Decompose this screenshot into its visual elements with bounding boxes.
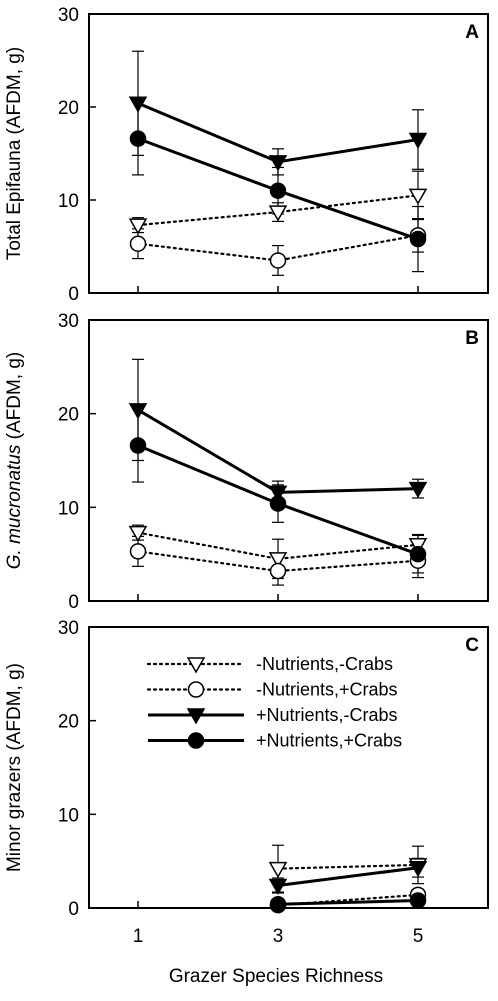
panel-letter: A xyxy=(465,22,479,43)
data-point xyxy=(408,188,428,205)
data-point xyxy=(408,860,428,878)
plot-frame xyxy=(88,13,489,294)
panel-letter: C xyxy=(465,635,479,656)
legend: -Nutrients,-Crabs -Nutrients,+Crabs +Nutri… xyxy=(146,654,402,751)
data-point xyxy=(129,235,147,252)
y-tick-label: 30 xyxy=(58,5,79,26)
series-line xyxy=(277,899,419,906)
data-point xyxy=(268,155,288,172)
legend-label: -Nutrients,-Crabs xyxy=(256,654,393,674)
panel-b: 0 10 20 30 G. mucronatus (AFDM, g) B xyxy=(4,311,489,613)
x-tick-label: 3 xyxy=(273,926,284,947)
x-tick-label: 1 xyxy=(133,926,144,947)
y-axis-label-rest: (AFDM, g) xyxy=(4,352,25,445)
data-point xyxy=(129,437,147,454)
data-point xyxy=(268,205,288,222)
data-point xyxy=(409,892,427,909)
y-axis-label: Total Epifauna (AFDM, g) xyxy=(4,47,25,260)
data-point xyxy=(409,230,427,248)
data-point xyxy=(408,132,428,150)
data-point xyxy=(128,218,148,235)
legend-marker xyxy=(187,732,205,749)
legend-label: +Nutrients,+Crabs xyxy=(256,731,402,751)
legend-label: -Nutrients,+Crabs xyxy=(256,680,398,700)
y-tick-label: 30 xyxy=(58,618,79,639)
data-point xyxy=(408,538,428,555)
legend-label: +Nutrients,-Crabs xyxy=(256,705,398,725)
legend-marker xyxy=(186,657,206,674)
plot-frame xyxy=(88,319,489,602)
y-tick-label: 30 xyxy=(58,311,79,332)
series-line xyxy=(277,866,419,888)
legend-marker xyxy=(186,708,206,725)
data-point xyxy=(128,525,148,543)
data-point xyxy=(129,130,147,147)
y-tick-label: 0 xyxy=(68,899,79,920)
data-point xyxy=(269,252,287,269)
data-point xyxy=(269,896,287,913)
series-line xyxy=(136,531,420,560)
y-tick-label: 10 xyxy=(58,498,79,519)
y-axis-label: Minor grazers (AFDM, g) xyxy=(4,663,25,872)
data-point xyxy=(269,495,287,512)
data-point xyxy=(268,485,288,502)
y-axis-label-italic: G. mucronatus xyxy=(4,444,25,569)
y-tick-label: 10 xyxy=(58,191,79,212)
y-axis-label: G. mucronatus (AFDM, g) xyxy=(4,352,25,570)
plot-frame xyxy=(88,626,489,909)
panel-letter: B xyxy=(465,328,479,349)
series-line xyxy=(136,550,420,573)
data-point xyxy=(409,545,427,563)
x-tick-label: 5 xyxy=(413,926,424,947)
y-tick-label: 20 xyxy=(58,98,79,119)
legend-marker xyxy=(187,681,205,698)
series-line xyxy=(276,863,420,870)
y-tick-label: 20 xyxy=(58,712,79,733)
data-point xyxy=(408,481,428,499)
y-tick-label: 0 xyxy=(68,284,79,305)
data-point xyxy=(268,861,288,879)
data-point xyxy=(269,562,287,580)
panel-a: 0 10 20 30 Total Epifauna (AFDM, g) A xyxy=(4,5,489,305)
data-point xyxy=(129,543,147,560)
y-tick-label: 0 xyxy=(68,592,79,613)
series-line xyxy=(137,408,419,494)
panel-c: 0 10 20 30 1 3 5 Minor grazers (AFDM, g) C -Nutri… xyxy=(4,618,489,947)
data-point xyxy=(269,182,287,199)
data-point xyxy=(268,878,288,896)
y-tick-label: 20 xyxy=(58,405,79,426)
data-point xyxy=(268,552,288,569)
data-point xyxy=(128,403,148,420)
data-point xyxy=(128,96,148,113)
x-axis-label: Grazer Species Richness xyxy=(169,966,383,987)
y-tick-label: 10 xyxy=(58,805,79,826)
